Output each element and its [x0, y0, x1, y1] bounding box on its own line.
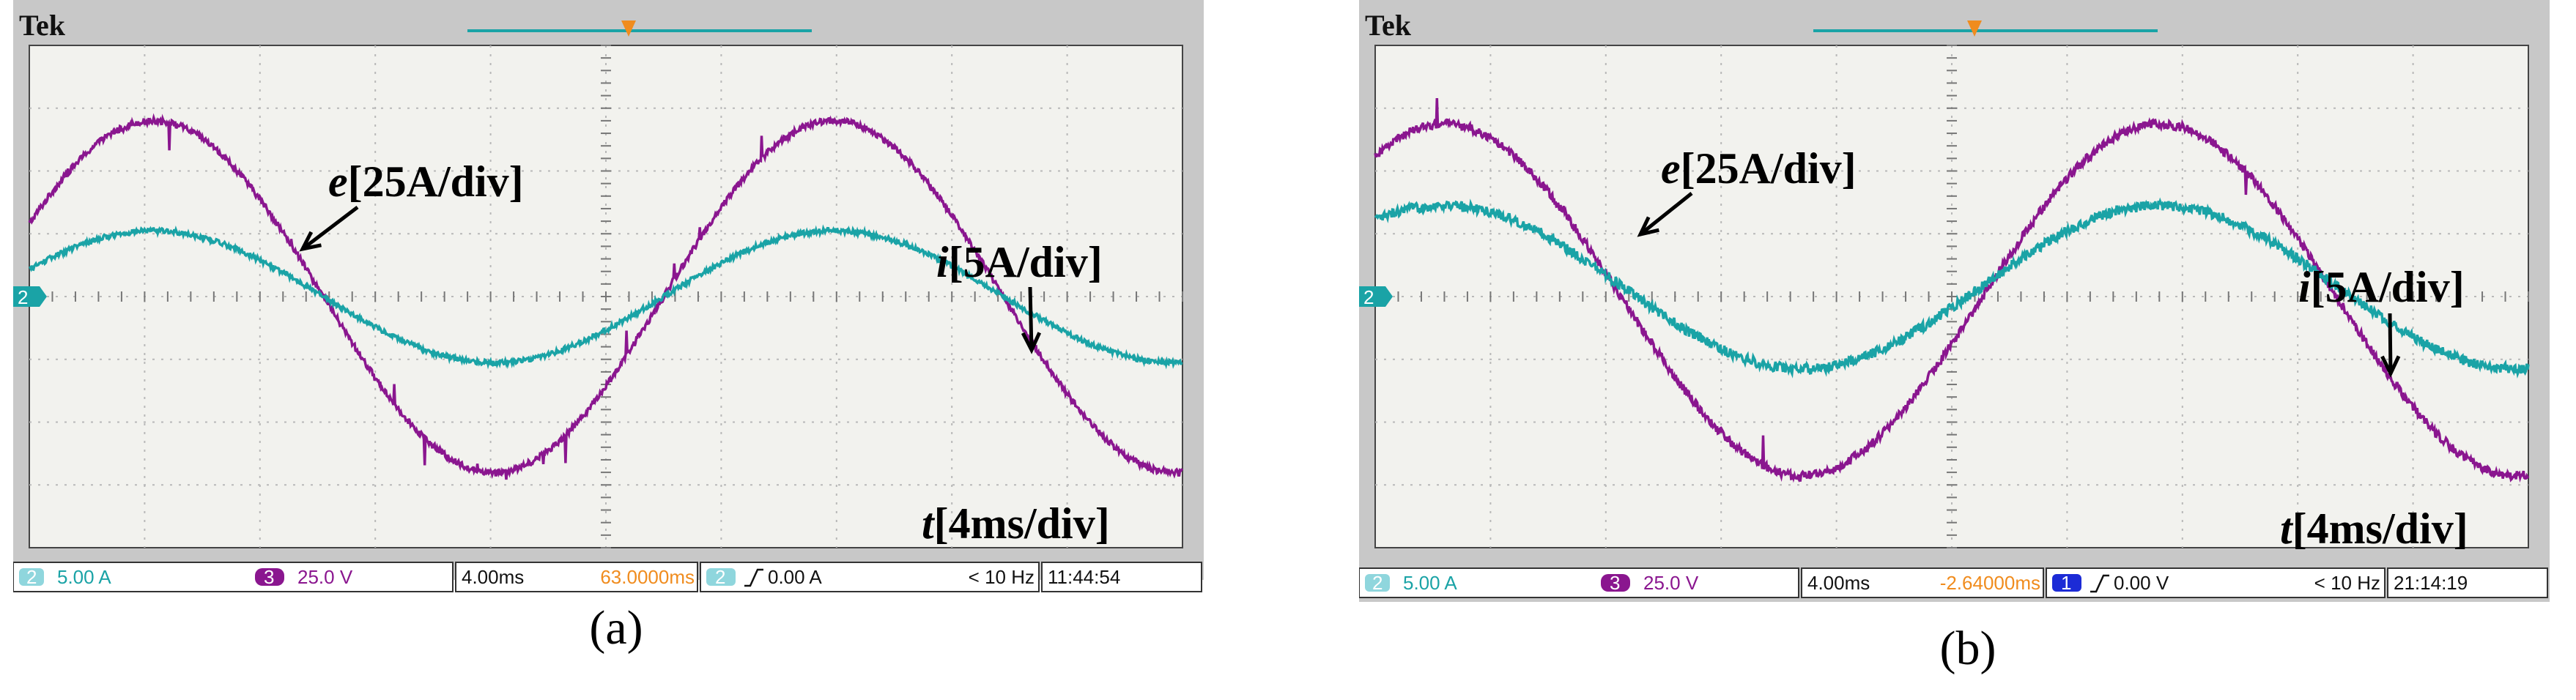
rising-edge-icon	[744, 568, 763, 587]
label-e: e[25A/div]	[1661, 144, 1857, 193]
brand-label: Tek	[19, 9, 66, 42]
trigger-source-number: 1	[2061, 572, 2071, 594]
frequency-readout: < 10 Hz	[969, 566, 1035, 588]
label-t-scale: [4ms/div]	[2292, 504, 2468, 553]
oscilloscope-a: Tek 2 e[25A/div] i[5A/div] t[4ms/div] 2 5.00 A…	[13, 0, 1204, 592]
clock-readout: 21:14:19	[2394, 572, 2468, 594]
ch-a-value: 5.00 A	[1403, 572, 1457, 594]
arrow-e	[1639, 192, 1693, 236]
clock-readout: 11:44:54	[1048, 566, 1120, 588]
status-box-channels	[1359, 567, 1799, 598]
label-t-symbol: t	[2280, 504, 2294, 553]
caption-b: (b)	[1939, 622, 1996, 675]
label-i-scale: [5A/div]	[2311, 263, 2465, 311]
series-line-e	[1374, 97, 2530, 483]
series-line-i	[1374, 197, 2530, 379]
label-i-scale: [5A/div]	[949, 238, 1103, 286]
arrow-i	[1028, 286, 1034, 351]
label-i-symbol: i	[2298, 263, 2311, 311]
brand-label: Tek	[1365, 9, 1412, 42]
series-line-e	[28, 113, 1184, 480]
ch-b-number: 3	[1610, 572, 1620, 594]
trigger-source-number: 2	[715, 566, 725, 588]
timebase-value: 4.00ms	[1807, 572, 1870, 594]
rising-edge-icon	[2090, 574, 2109, 593]
status-box-trigger	[2046, 567, 2386, 598]
status-box-channels	[13, 562, 454, 592]
channel-2-marker	[13, 286, 47, 307]
arrow-e-head	[1637, 216, 1659, 237]
ch-b-badge	[255, 568, 284, 586]
trigger-position-icon	[621, 21, 636, 37]
oscilloscope-b: Tek 2 e[25A/div] i[5A/div] t[4ms/div] 2 5.00 A…	[1359, 0, 2550, 602]
label-e-scale: [25A/div]	[348, 157, 524, 206]
ch-b-number: 3	[264, 566, 274, 588]
status-box-clock	[2387, 567, 2548, 598]
position-value: -2.64000ms	[1940, 572, 2040, 594]
ch-a-badge	[1365, 574, 1390, 592]
arrow-i-head	[1021, 332, 1042, 354]
caption-a: (a)	[589, 601, 643, 655]
ch-a-value: 5.00 A	[57, 566, 111, 588]
channel-2-marker-label: 2	[18, 286, 28, 308]
label-e: e[25A/div]	[328, 157, 524, 206]
label-i-symbol: i	[936, 238, 949, 286]
label-t-scale: [4ms/div]	[934, 499, 1110, 548]
ch-b-value: 25.0 V	[1643, 572, 1699, 594]
arrow-i	[2388, 313, 2393, 374]
status-bar: 2 5.00 A 3 25.0 V 4.00ms -2.64000ms 1 0.00 V < 1…	[1359, 567, 2548, 598]
status-bar: 2 5.00 A 3 25.0 V 4.00ms 63.0000ms 2 0.00 A < 10…	[13, 562, 1202, 592]
ch-b-value: 25.0 V	[297, 566, 353, 588]
center-ticks	[29, 45, 1183, 548]
ch-b-badge	[1601, 574, 1630, 592]
trigger-position-icon	[1967, 21, 1982, 37]
status-box-clock	[1041, 562, 1202, 592]
trigger-level: 0.00 V	[2114, 572, 2169, 594]
label-e-scale: [25A/div]	[1681, 144, 1857, 193]
channel-2-marker-label: 2	[1363, 286, 1374, 308]
arrow-i-head	[2380, 355, 2401, 378]
label-i: i[5A/div]	[2298, 263, 2465, 311]
arrow-e	[301, 206, 359, 250]
label-i: i[5A/div]	[936, 238, 1103, 286]
channel-2-marker	[1359, 286, 1393, 307]
scope-panel-b: Tek 2 e[25A/div] i[5A/div] t[4ms/div] 2 5.00 A…	[1359, 0, 2550, 700]
label-t: t[4ms/div]	[922, 499, 1110, 548]
trigger-level: 0.00 A	[768, 566, 822, 588]
trigger-source-badge	[2052, 574, 2081, 592]
scope-panel-a: Tek 2 e[25A/div] i[5A/div] t[4ms/div] 2 5.00 A…	[13, 0, 1204, 700]
frequency-readout: < 10 Hz	[2314, 572, 2380, 594]
position-value: 63.0000ms	[600, 566, 695, 588]
arrow-e-head	[299, 231, 322, 252]
trigger-source-badge	[706, 568, 736, 586]
ch-a-badge	[19, 568, 44, 586]
status-box-timebase	[1801, 567, 2044, 598]
status-box-timebase	[455, 562, 698, 592]
ch-a-number: 2	[26, 566, 37, 588]
label-e-symbol: e	[1661, 144, 1681, 193]
status-box-trigger	[700, 562, 1040, 592]
timebase-value: 4.00ms	[462, 566, 524, 588]
label-t-symbol: t	[922, 499, 936, 548]
label-t: t[4ms/div]	[2280, 504, 2468, 553]
series-line-i	[28, 224, 1183, 370]
label-e-symbol: e	[328, 157, 348, 206]
ch-a-number: 2	[1372, 572, 1383, 594]
